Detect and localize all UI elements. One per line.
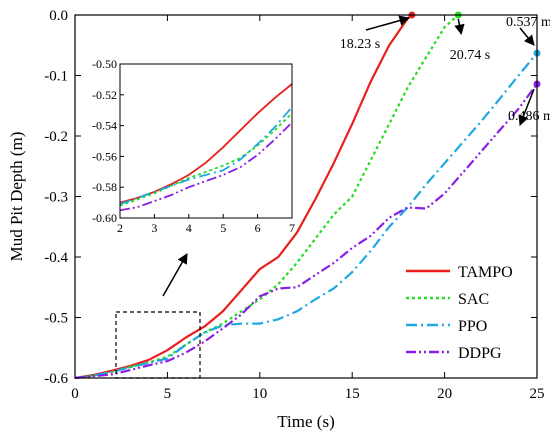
annotation-arrow bbox=[518, 88, 535, 126]
annotations: 18.23 s 20.74 s 0.537 m 0.486 m bbox=[340, 15, 550, 126]
inset-x-tick-label: 2 bbox=[117, 221, 123, 235]
inset-series-line-ppo bbox=[119, 106, 293, 205]
y-axis-label: Mud Pit Depth (m) bbox=[7, 132, 26, 262]
inset-series-line-sac bbox=[119, 112, 293, 207]
inset-y-tick-label: -0.56 bbox=[92, 149, 117, 163]
annotation-arrow bbox=[454, 18, 465, 36]
main-series-group bbox=[74, 14, 538, 380]
inset-y-tick-label: -0.60 bbox=[92, 211, 117, 225]
legend: TAMPO SAC PPO DDPG bbox=[406, 264, 513, 362]
plot-frame bbox=[74, 14, 538, 379]
inset-y-tick-label: -0.54 bbox=[92, 119, 117, 133]
y-tick-label: -0.1 bbox=[44, 69, 68, 85]
x-tick-label: 20 bbox=[437, 386, 452, 402]
main-axis-ticks: 0 5 10 15 20 25-0.6-0.5-0.4-0.3-0.2-0.10.0 bbox=[44, 8, 544, 402]
main-plot: 0 5 10 15 20 25-0.6-0.5-0.4-0.3-0.2-0.10.0 bbox=[44, 8, 544, 402]
y-tick-label: -0.5 bbox=[44, 311, 68, 327]
inset-x-tick-label: 4 bbox=[186, 221, 192, 235]
inset-frame bbox=[119, 63, 293, 219]
legend-label-ppo: PPO bbox=[458, 318, 487, 335]
inset-x-tick-label: 6 bbox=[255, 221, 261, 235]
x-tick-label: 25 bbox=[530, 386, 545, 402]
annotation-label: 18.23 s bbox=[340, 37, 380, 52]
inset-axis-ticks: 2 3 4 5 6 7 -0.60 -0.58 -0.56 -0.54 -0.52 -0.50 bbox=[92, 57, 295, 235]
x-tick-label: 0 bbox=[71, 386, 79, 402]
inset-x-tick-label: 7 bbox=[289, 221, 295, 235]
legend-label-tampo: TAMPO bbox=[458, 264, 513, 281]
zoom-region-box bbox=[115, 311, 201, 379]
annotation-label: 20.74 s bbox=[450, 48, 490, 63]
y-tick-label: 0.0 bbox=[49, 8, 68, 24]
legend-label-ddpg: DDPG bbox=[458, 345, 502, 362]
x-axis-label: Time (s) bbox=[277, 412, 334, 431]
zoom-arrow bbox=[162, 253, 188, 297]
series-line-tampo bbox=[74, 14, 413, 380]
inset-series-group bbox=[119, 83, 293, 212]
y-tick-label: -0.2 bbox=[44, 129, 68, 145]
inset-series-line-ddpg bbox=[119, 121, 293, 212]
y-tick-label: -0.3 bbox=[44, 190, 68, 206]
annotation-arrow bbox=[519, 27, 535, 46]
inset-y-tick-label: -0.52 bbox=[92, 88, 117, 102]
annotation-arrow bbox=[365, 15, 410, 31]
x-tick-label: 10 bbox=[252, 386, 267, 402]
inset-plot: 2 3 4 5 6 7 -0.60 -0.58 -0.56 -0.54 -0.52 -0.50 bbox=[92, 57, 295, 235]
x-tick-label: 15 bbox=[345, 386, 360, 402]
inset-y-tick-label: -0.50 bbox=[92, 57, 117, 71]
inset-y-tick-label: -0.58 bbox=[92, 180, 117, 194]
annotation-label: 0.486 m bbox=[508, 109, 550, 124]
legend-label-sac: SAC bbox=[458, 291, 489, 308]
series-line-ddpg bbox=[74, 83, 538, 380]
annotation-label: 0.537 m bbox=[506, 15, 550, 30]
inset-x-tick-label: 5 bbox=[220, 221, 226, 235]
x-tick-label: 5 bbox=[164, 386, 172, 402]
y-tick-label: -0.6 bbox=[44, 371, 68, 387]
series-line-ppo bbox=[74, 52, 538, 380]
inset-x-tick-label: 3 bbox=[151, 221, 157, 235]
y-tick-label: -0.4 bbox=[44, 250, 68, 266]
